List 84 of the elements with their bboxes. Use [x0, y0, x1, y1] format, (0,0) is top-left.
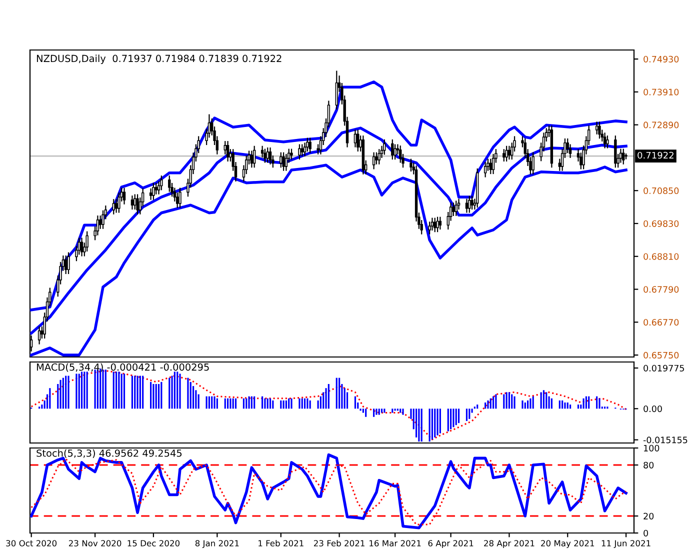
x-tick-label: 23 Nov 2020 — [68, 540, 122, 546]
candlestick — [280, 152, 282, 168]
candlestick — [136, 194, 139, 214]
x-tick-label: 11 Jun 2021 — [602, 540, 650, 548]
candlestick — [38, 326, 41, 344]
chart-title: NZDUSD,Daily 0.71937 0.71984 0.71839 0.71922 — [36, 54, 282, 64]
candlestick — [354, 130, 357, 148]
candlestick — [372, 152, 376, 170]
candlestick — [112, 199, 115, 214]
candlestick — [468, 196, 471, 213]
y-tick-label: 0.019775 — [644, 364, 684, 372]
candlestick — [454, 200, 458, 216]
ref-line-label: 0.71922 — [638, 152, 674, 159]
y-tick-label: 0.66770 — [644, 319, 679, 326]
candlestick — [252, 146, 256, 168]
y-tick-label: 0.00 — [644, 406, 662, 412]
candlestick — [67, 252, 70, 274]
candlestick — [226, 141, 230, 162]
y-tick-label: 0.73910 — [644, 88, 679, 96]
candlestick — [508, 146, 511, 160]
candlestick — [505, 146, 508, 162]
candlestick — [465, 198, 468, 213]
y-tick-label: 0.72890 — [644, 122, 679, 128]
y-tick-label: 0.70850 — [644, 187, 679, 194]
line-series — [30, 164, 628, 356]
candlestick — [64, 256, 68, 274]
candlestick — [428, 222, 431, 234]
candlestick — [298, 144, 301, 160]
candlestick — [300, 144, 304, 156]
candlestick — [178, 188, 182, 208]
candlestick — [598, 122, 601, 139]
candlestick — [438, 216, 442, 230]
y-tick-label: 0.74930 — [644, 56, 679, 62]
candlestick — [152, 182, 155, 200]
y-tick-label: 0.69830 — [644, 220, 679, 227]
x-tick-label: 20 May 2021 — [541, 540, 594, 548]
chart-title: Stoch(5,3,3) 46.9562 49.2545 — [36, 449, 182, 458]
candlestick — [606, 136, 609, 148]
candlestick — [502, 149, 506, 162]
candlestick — [434, 218, 436, 232]
candlestick — [268, 147, 272, 164]
candlestick — [130, 196, 134, 210]
candlestick — [356, 130, 360, 152]
x-tick-label: 6 Apr 2021 — [428, 540, 474, 548]
candlestick — [290, 148, 293, 160]
candlestick — [282, 152, 285, 171]
candlestick — [266, 147, 269, 163]
candlestick — [335, 70, 338, 110]
candlestick — [622, 148, 625, 164]
candlestick — [614, 136, 617, 168]
candlestick — [595, 122, 598, 134]
candlestick — [80, 238, 84, 256]
candlestick — [250, 150, 254, 168]
x-tick-label: 28 Apr 2021 — [484, 540, 534, 548]
candlestick — [603, 132, 606, 148]
candlestick — [391, 139, 394, 160]
x-tick-label: 8 Jan 2021 — [195, 540, 239, 548]
y-tick-label: 0.65750 — [644, 352, 679, 359]
y-tick-label: 0.68810 — [644, 253, 679, 260]
y-tick-label: 80 — [644, 462, 654, 468]
y-tick-label: 0 — [644, 530, 648, 536]
candlestick — [532, 152, 534, 174]
line-series — [30, 126, 628, 335]
candlestick — [122, 188, 126, 204]
chart-title: MACD(5,34,4) -0.000421 -0.000295 — [36, 363, 209, 372]
candlestick — [308, 138, 312, 154]
candlestick — [436, 216, 439, 232]
candlestick — [410, 158, 412, 172]
x-tick-label: 1 Feb 2021 — [258, 540, 304, 546]
y-tick-label: -0.015155 — [643, 436, 688, 444]
candlestick — [484, 162, 487, 178]
y-tick-label: 20 — [644, 512, 654, 520]
y-tick-label: 0.67790 — [644, 286, 679, 293]
x-tick-label: 30 Oct 2020 — [6, 540, 57, 546]
candlestick — [378, 149, 380, 164]
candlestick — [264, 148, 266, 163]
x-tick-label: 16 Mar 2021 — [370, 540, 421, 546]
candlestick — [470, 196, 474, 210]
candlestick — [430, 218, 434, 230]
x-tick-label: 15 Dec 2020 — [128, 540, 180, 546]
x-tick-label: 23 Feb 2021 — [314, 540, 364, 546]
y-tick-label: 100 — [644, 444, 660, 452]
candlestick — [160, 176, 163, 190]
candlestick — [383, 139, 386, 155]
